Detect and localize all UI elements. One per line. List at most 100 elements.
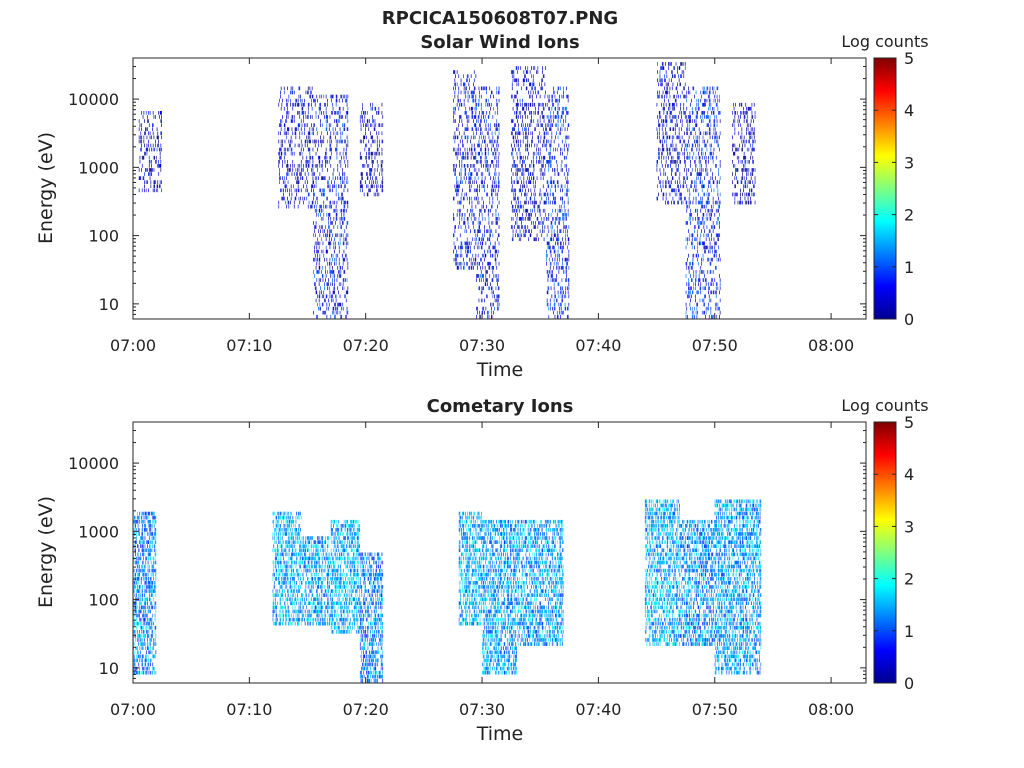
spectrogram-cell (709, 249, 711, 254)
spectrogram-cell (511, 74, 513, 78)
spectrogram-cell (329, 200, 331, 205)
spectrogram-cell (515, 196, 516, 201)
spectrogram-cell (459, 213, 460, 217)
spectrogram-cell (477, 229, 479, 233)
spectrogram-cell (498, 98, 500, 103)
spectrogram-cell (662, 131, 664, 136)
spectrogram-cell (329, 290, 331, 295)
spectrogram-cell (461, 135, 463, 140)
spectrogram-cell (536, 94, 537, 99)
spectrogram-cell (338, 270, 339, 274)
spectrogram-cell (738, 131, 740, 136)
spectrogram-cell (316, 139, 318, 144)
spectrogram-cell (477, 221, 479, 225)
spectrogram-cell (708, 302, 709, 307)
spectrogram-cell (552, 98, 553, 103)
spectrogram-cell (343, 213, 345, 217)
spectrogram-cell (716, 257, 718, 262)
spectrogram-cell (734, 111, 736, 115)
spectrogram-cell (685, 261, 687, 266)
spectrogram-cell (318, 278, 320, 282)
spectrogram-cell (466, 123, 468, 127)
spectrogram-cell (693, 151, 695, 156)
spectrogram-cell (344, 257, 346, 262)
spectrogram-cell (529, 82, 530, 87)
spectrogram-cell (687, 314, 688, 319)
spectrogram-cell (294, 188, 296, 193)
spectrogram-cell (321, 176, 323, 180)
spectrogram-cell (157, 131, 159, 136)
spectrogram-cell (671, 70, 672, 74)
spectrogram-cell (560, 302, 562, 307)
spectrogram-cell (133, 634, 135, 638)
spectrogram-cell (148, 119, 149, 123)
spectrogram-cell (663, 106, 665, 111)
spectrogram-cell (525, 208, 526, 213)
spectrogram-cell (322, 229, 324, 233)
spectrogram-cell (673, 135, 675, 140)
spectrogram-cell (333, 290, 335, 295)
spectrogram-cell (302, 196, 304, 201)
spectrogram-cell (705, 102, 706, 107)
spectrogram-cell (678, 184, 679, 189)
spectrogram-cell (695, 164, 697, 168)
spectrogram-cell (696, 314, 698, 319)
spectrogram-cell (674, 115, 676, 119)
spectrogram-cell (668, 82, 669, 87)
spectrogram-cell (467, 127, 469, 131)
spectrogram-cell (686, 119, 688, 123)
colorbar-tick-label: 4 (904, 101, 914, 120)
spectrogram-cell (480, 221, 481, 225)
spectrogram-cell (711, 111, 712, 115)
spectrogram-cell (658, 180, 660, 184)
spectrogram-cell (494, 257, 496, 262)
spectrogram-cell (566, 111, 567, 115)
spectrogram-cell (465, 151, 467, 156)
spectrogram-cell (144, 172, 145, 176)
spectrogram-cell (658, 115, 660, 119)
spectrogram-cell (473, 90, 474, 95)
spectrogram-cell (483, 86, 484, 91)
spectrogram-cell (697, 290, 698, 295)
spectrogram-cell (553, 192, 554, 197)
spectrogram-cell (712, 314, 714, 319)
spectrogram-cell (717, 233, 719, 238)
spectrogram-cell (551, 180, 553, 184)
spectrogram-cell (314, 139, 315, 144)
spectrogram-cell (714, 249, 716, 254)
spectrogram-cell (518, 115, 519, 119)
spectrogram-cell (519, 131, 521, 136)
spectrogram-cell (335, 233, 336, 238)
spectrogram-cell (497, 217, 498, 221)
spectrogram-cell (701, 200, 702, 205)
spectrogram-cell (521, 204, 522, 209)
spectrogram-cell (294, 127, 296, 131)
spectrogram-cell (460, 176, 462, 180)
spectrogram-cell (456, 261, 457, 266)
spectrogram-cell (483, 200, 484, 205)
spectrogram-cell (734, 184, 736, 189)
spectrogram-cell (712, 180, 714, 184)
spectrogram-cell (544, 155, 546, 160)
spectrogram-cell (313, 127, 314, 131)
spectrogram-cell (689, 233, 691, 238)
spectrogram-cell (536, 176, 538, 180)
spectrogram-cell (138, 654, 140, 659)
spectrogram-cell (666, 147, 668, 152)
spectrogram-cell (701, 188, 703, 193)
spectrogram-cell (307, 160, 308, 164)
spectrogram-cell (278, 139, 280, 144)
spectrogram-cell (465, 135, 467, 140)
spectrogram-cell (657, 160, 658, 164)
spectrogram-cell (278, 204, 280, 209)
spectrogram-cell (456, 151, 458, 156)
spectrogram-cell (714, 115, 716, 119)
spectrogram-cell (658, 176, 659, 180)
spectrogram-cell (681, 90, 683, 95)
spectrogram-cell (342, 98, 343, 103)
spectrogram-cell (684, 111, 685, 115)
spectrogram-cell (497, 221, 498, 225)
spectrogram-cell (475, 188, 477, 193)
spectrogram-cell (696, 176, 698, 180)
colorbar (873, 57, 897, 320)
